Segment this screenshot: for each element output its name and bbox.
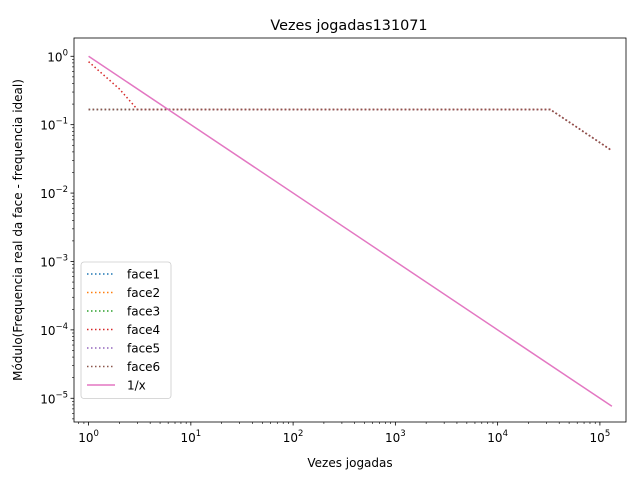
y-tick-label-5: 10−5 <box>40 390 68 406</box>
legend-label-5: face5 <box>127 342 160 356</box>
legend-label-4: face4 <box>127 323 160 337</box>
legend-label-2: face2 <box>127 286 160 300</box>
x-axis-label: Vezes jogadas <box>307 456 392 470</box>
x-tick-label-1: 101 <box>180 429 201 445</box>
y-axis-label: Módulo(Frequencia real da face - frequen… <box>11 79 25 381</box>
legend-box <box>80 261 172 399</box>
plot-lines <box>88 55 613 407</box>
y-axis-ticks: 100 10−1 10−2 10−3 10−4 10−5 <box>40 48 74 420</box>
legend-label-1: face1 <box>127 268 160 282</box>
x-tick-label-2: 102 <box>283 429 304 445</box>
legend-label-7: 1/x <box>127 379 146 393</box>
y-tick-label-0: 100 <box>47 48 68 64</box>
y-tick-label-1: 10−1 <box>40 117 68 133</box>
y-tick-label-4: 10−4 <box>40 322 68 338</box>
series-line-7 <box>88 55 613 407</box>
x-tick-label-0: 100 <box>78 429 99 445</box>
y-tick-label-3: 10−3 <box>40 253 68 269</box>
legend: face1 face2 face3 face4 face5 face6 1/x <box>80 261 172 399</box>
x-axis-ticks: 100 101 102 103 104 105 <box>78 422 610 445</box>
plot-frame <box>73 37 627 423</box>
x-tick-label-5: 105 <box>590 429 611 445</box>
legend-label-6: face6 <box>127 360 160 374</box>
chart-title: Vezes jogadas131071 <box>270 18 427 34</box>
y-tick-label-2: 10−2 <box>40 185 68 201</box>
x-tick-label-4: 104 <box>487 429 508 445</box>
x-tick-label-3: 103 <box>385 429 406 445</box>
legend-label-3: face3 <box>127 305 160 319</box>
